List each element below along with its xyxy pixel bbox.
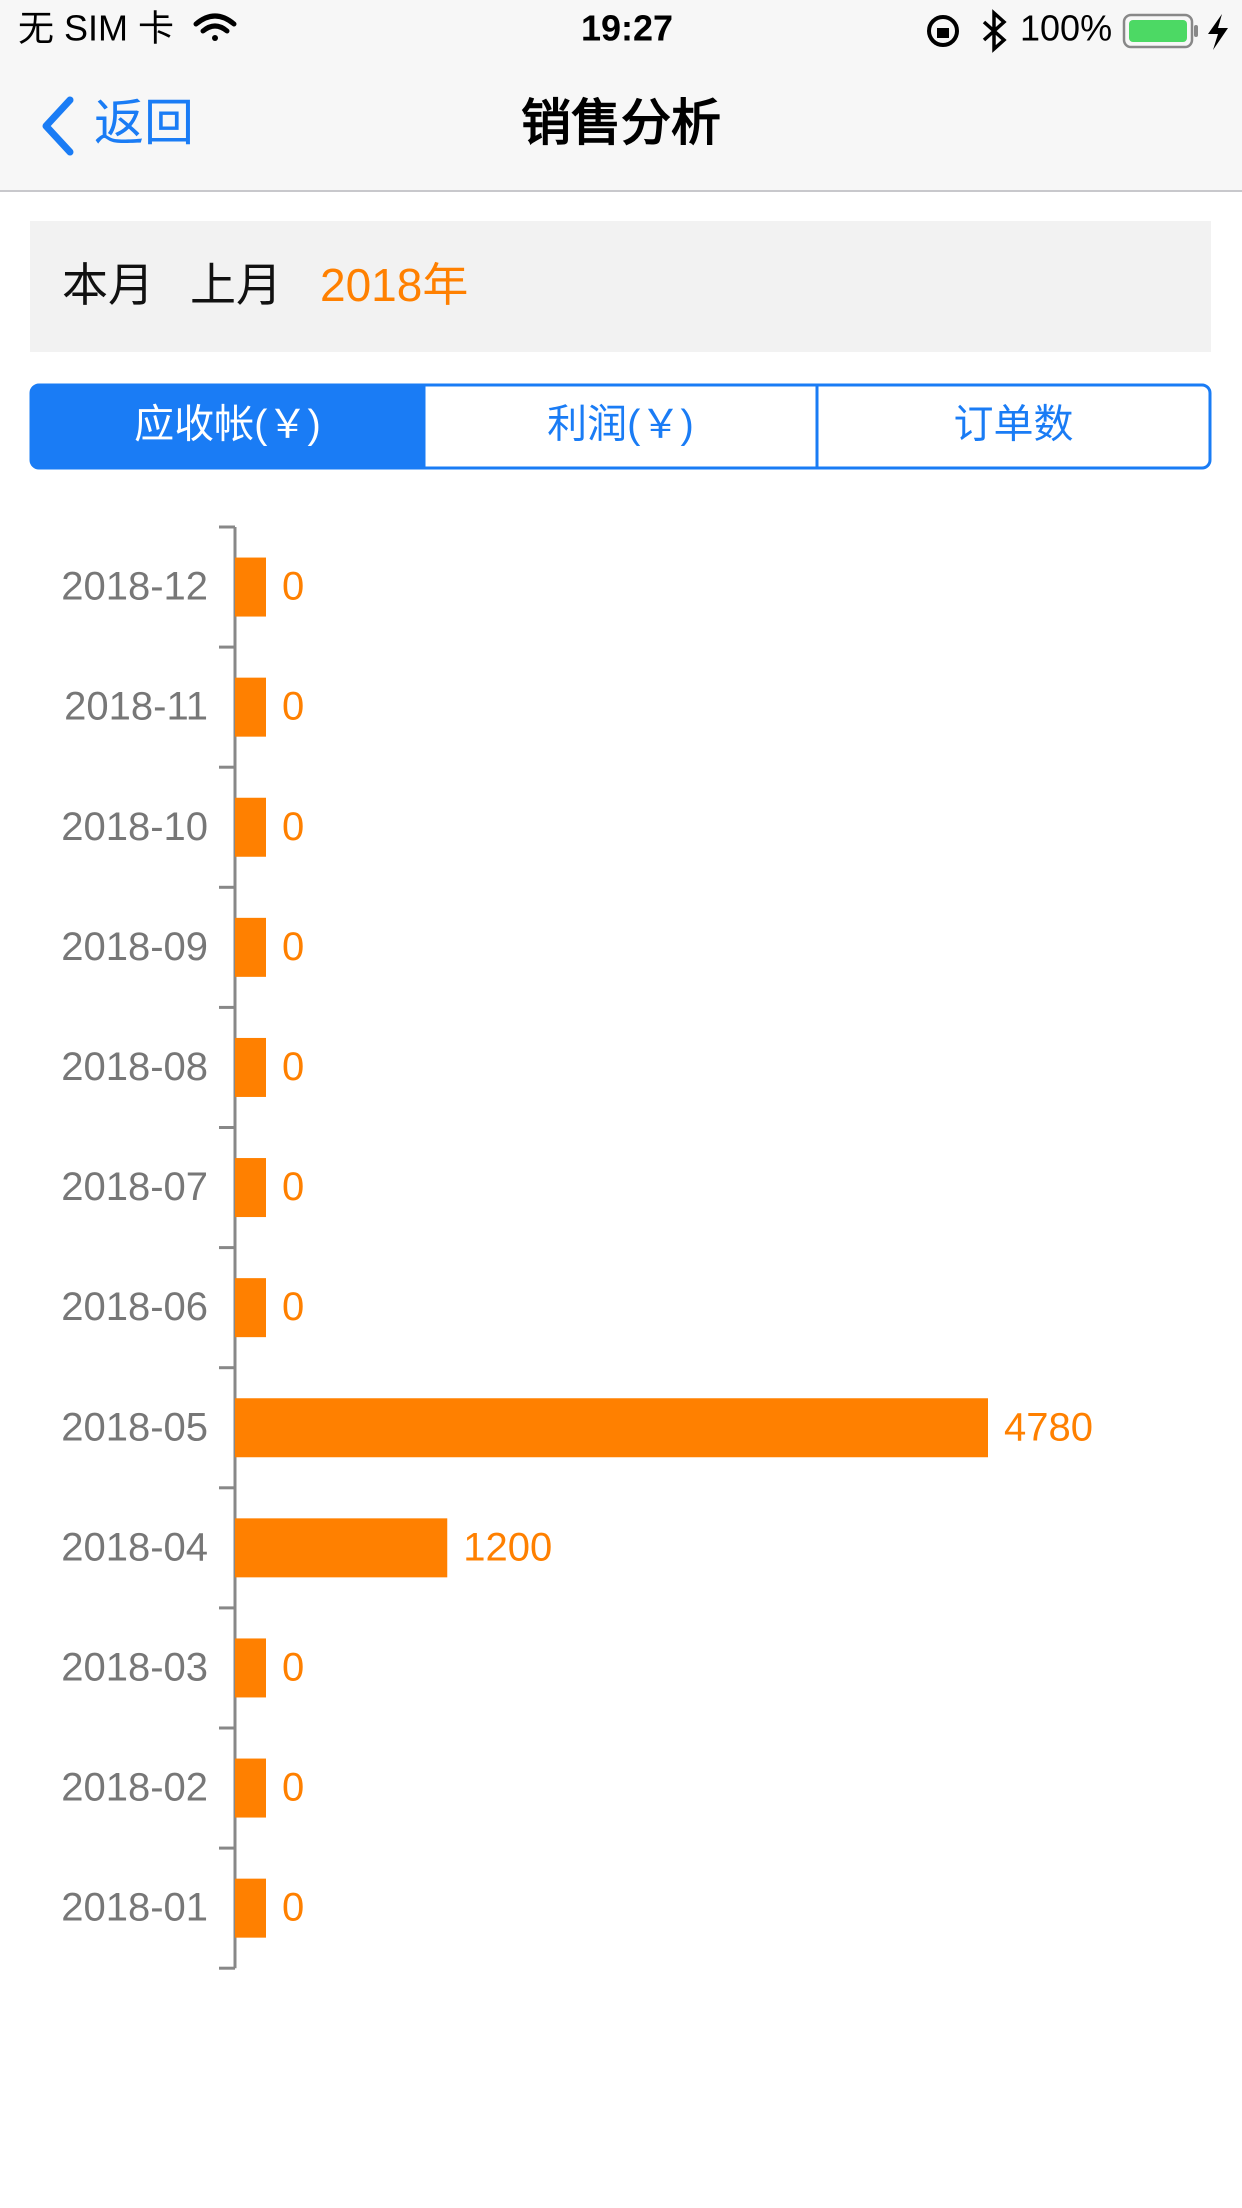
segment-label[interactable]: 订单数 [954, 403, 1074, 447]
category-label: 2018-03 [61, 1646, 208, 1690]
value-label: 0 [282, 805, 304, 849]
value-label: 0 [282, 1165, 304, 1209]
filter-bar [30, 221, 1211, 352]
value-label: 0 [282, 1886, 304, 1930]
back-chevron[interactable] [42, 96, 74, 156]
value-label: 4780 [1004, 1405, 1093, 1449]
carrier: 无 SIM 卡 [18, 8, 174, 49]
category-label: 2018-04 [61, 1525, 208, 1569]
category-label: 2018-11 [64, 685, 208, 729]
top-bar-bg [0, 0, 1242, 191]
value-label: 1200 [463, 1525, 552, 1569]
bar-chart: 2018-12 0 2018-11 0 2018-10 0 2018-09 0 2018-08 0… [61, 525, 1093, 1970]
back-button[interactable]: 返回 [42, 95, 194, 156]
bar [235, 1878, 266, 1938]
bar [235, 1758, 266, 1818]
filter-option[interactable]: 2018年 [320, 259, 468, 311]
nav-title: 销售分析 [521, 95, 721, 151]
value-label: 0 [282, 1766, 304, 1810]
back-label[interactable]: 返回 [94, 95, 194, 151]
category-label: 2018-10 [61, 805, 208, 849]
wifi-icon [193, 13, 237, 41]
clock: 19:27 [581, 8, 673, 49]
value-label: 0 [282, 925, 304, 969]
segment-label[interactable]: 利润(￥) [547, 403, 694, 447]
segment-selected-bg[interactable] [31, 385, 424, 468]
battery-icon [1122, 13, 1228, 50]
category-label: 2018-02 [61, 1766, 208, 1810]
bar [235, 1158, 266, 1218]
bar [235, 677, 266, 737]
bar [235, 557, 266, 617]
category-label: 2018-07 [61, 1165, 208, 1209]
category-label: 2018-12 [61, 565, 208, 609]
bar [235, 1278, 266, 1338]
bar [235, 1037, 266, 1097]
bar [235, 1638, 266, 1698]
bar [235, 1398, 988, 1458]
value-label: 0 [282, 1045, 304, 1089]
bluetooth-icon [982, 9, 1007, 53]
bar [235, 797, 266, 857]
category-label: 2018-01 [61, 1886, 208, 1930]
rotation-lock-icon [927, 15, 959, 47]
value-label: 0 [282, 1285, 304, 1329]
segment-label[interactable]: 应收帐(￥) [134, 403, 321, 447]
filter-option[interactable]: 上月 [190, 259, 282, 311]
category-label: 2018-08 [61, 1045, 208, 1089]
filter-option[interactable]: 本月 [62, 259, 154, 311]
battery-percent: 100% [1020, 8, 1112, 49]
category-label: 2018-05 [61, 1405, 208, 1449]
value-label: 0 [282, 565, 304, 609]
bar [235, 917, 266, 977]
category-label: 2018-06 [61, 1285, 208, 1329]
bar [235, 1518, 448, 1578]
value-label: 0 [282, 685, 304, 729]
category-label: 2018-09 [61, 925, 208, 969]
value-label: 0 [282, 1646, 304, 1690]
